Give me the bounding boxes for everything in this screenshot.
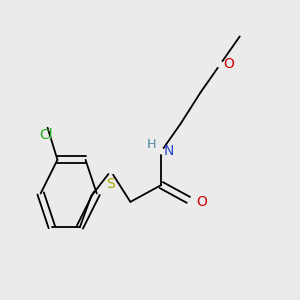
Text: H: H [147, 138, 156, 151]
Text: S: S [106, 177, 115, 190]
Text: O: O [223, 58, 234, 71]
Text: Cl: Cl [39, 128, 53, 142]
Text: O: O [196, 195, 207, 209]
Text: H: H [147, 138, 156, 151]
Text: N: N [164, 144, 174, 158]
